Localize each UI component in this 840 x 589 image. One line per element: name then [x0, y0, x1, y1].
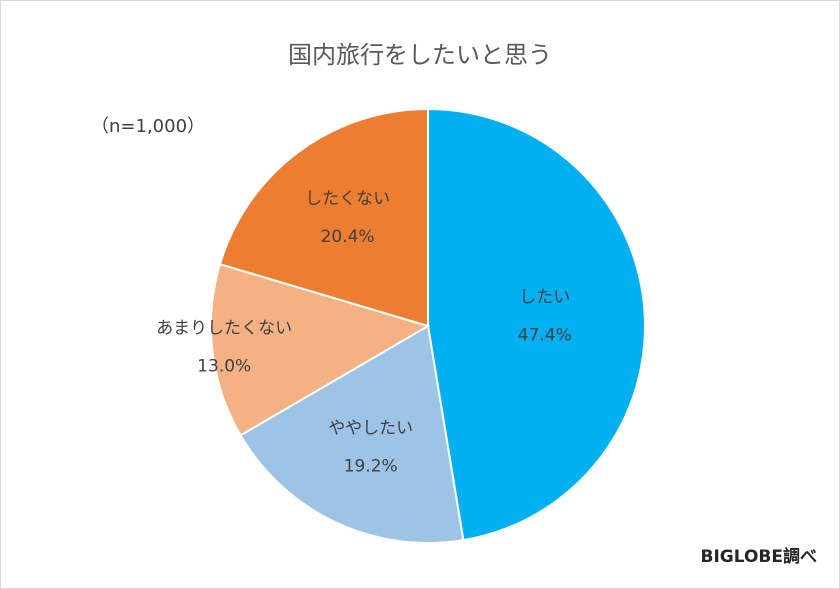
slice-value-label: 13.0%	[197, 357, 251, 377]
slice-amari-shitakunai	[210, 262, 431, 437]
sample-size-note: （n=1,000）	[91, 116, 206, 137]
slice-yaya-shitai	[239, 324, 465, 544]
slice-value-label: 20.4%	[321, 227, 375, 247]
slice-category-label: ややしたい	[328, 419, 413, 439]
slice-shitai	[427, 107, 646, 542]
source-note: BIGLOBE調べ	[700, 547, 818, 567]
slice-category-label: あまりしたくない	[156, 319, 292, 339]
slice-value-label: 19.2%	[344, 457, 398, 477]
slice-value-label: 47.4%	[518, 325, 572, 345]
slice-category-label: したくない	[305, 189, 390, 209]
slice-shitakunai	[218, 107, 429, 328]
chart-title: 国内旅行をしたいと思う	[288, 41, 552, 69]
slice-category-label: したい	[519, 287, 570, 307]
